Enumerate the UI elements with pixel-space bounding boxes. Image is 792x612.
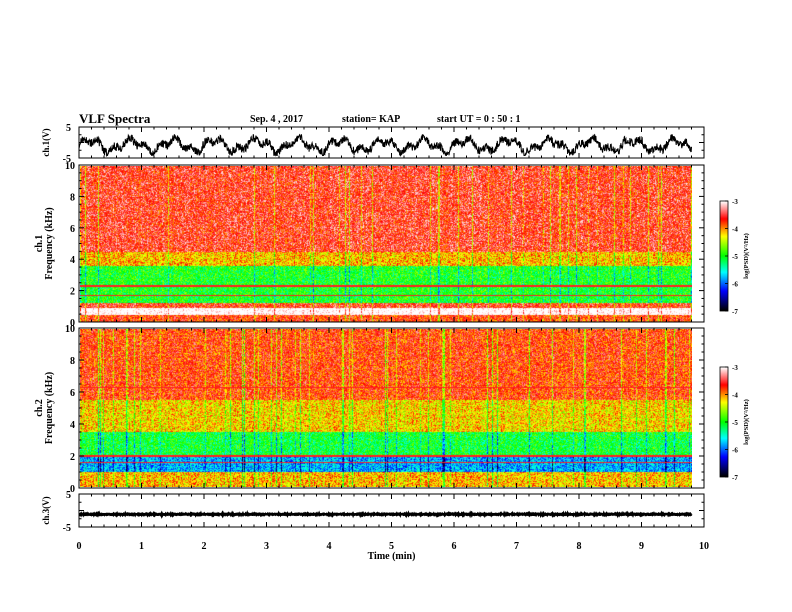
colorbar-tick-label: -5 (732, 419, 738, 427)
y-tick-label: 6 (70, 388, 75, 399)
y-tick-label: 5 (66, 123, 71, 134)
colorbar-tick-label: -4 (732, 226, 738, 234)
ch1-waveform-ylabel: ch.1(V) (41, 128, 51, 156)
colorbar-tick-label: -6 (732, 447, 738, 455)
y-tick-label: -5 (63, 523, 71, 534)
ch1-spectrogram-ylabel: Frequency (kHz) (44, 207, 55, 279)
x-tick-label: 5 (389, 541, 394, 552)
ch2-spectrogram-frame (78, 327, 705, 489)
ch2-spectrogram-channel-label: ch.2 (34, 399, 45, 417)
colorbar-tick-label: -3 (732, 364, 738, 372)
ch1-colorbar (720, 201, 728, 311)
station-label: station= KAP (342, 114, 401, 125)
y-tick-label: 8 (70, 356, 75, 367)
ch1-spectrogram-channel-label: ch.1 (34, 235, 45, 253)
x-tick-label: 6 (452, 541, 457, 552)
y-tick-label: -5 (63, 154, 71, 165)
colorbar-tick-label: -5 (732, 253, 738, 261)
colorbar-tick-label: -7 (732, 308, 738, 316)
x-tick-label: 0 (77, 541, 82, 552)
y-tick-label: 4 (70, 255, 75, 266)
colorbar-tick-label: -7 (732, 474, 738, 482)
colorbar-tick-label: -6 (732, 281, 738, 289)
colorbar-tick-label: -4 (732, 392, 738, 400)
y-tick-label: 0 (70, 484, 75, 495)
x-tick-label: 4 (327, 541, 332, 552)
ch1-spectrogram (80, 166, 692, 322)
x-tick-label: 10 (699, 541, 709, 552)
y-tick-label: 2 (70, 287, 75, 298)
ch2-colorbar (720, 367, 728, 477)
y-tick-label: 8 (70, 192, 75, 203)
start-time-label: start UT = 0 : 50 : 1 (437, 114, 521, 125)
x-tick-label: 9 (639, 541, 644, 552)
y-tick-label: 10 (65, 161, 75, 172)
y-tick-label: 0 (70, 318, 75, 329)
date-label: Sep. 4 , 2017 (250, 114, 304, 125)
y-tick-label: 10 (65, 324, 75, 335)
y-tick-label: 4 (70, 420, 75, 431)
x-tick-label: 1 (139, 541, 144, 552)
colorbar-label: log(PSD)(V²/Hz) (743, 233, 750, 279)
colorbar-tick-label: -3 (732, 198, 738, 206)
chart-title: VLF Spectra (79, 111, 151, 126)
x-tick-label: 3 (264, 541, 269, 552)
y-tick-label: 2 (70, 452, 75, 463)
ch3-waveform-trace (78, 510, 693, 519)
colorbar-label: log(PSD)(V²/Hz) (743, 399, 750, 445)
x-tick-label: 2 (202, 541, 207, 552)
x-tick-label: 8 (577, 541, 582, 552)
ch2-spectrogram-ylabel: Frequency (kHz) (44, 372, 55, 444)
y-tick-label: 6 (70, 224, 75, 235)
ch3-waveform-ylabel: ch.3(V) (41, 496, 51, 524)
ch1-spectrogram-frame (78, 164, 705, 323)
y-tick-label: 5 (66, 490, 71, 501)
ch1-waveform-trace (78, 133, 692, 158)
x-axis-label: Time (min) (368, 551, 416, 562)
ch2-spectrogram (80, 329, 692, 487)
x-tick-label: 7 (514, 541, 519, 552)
